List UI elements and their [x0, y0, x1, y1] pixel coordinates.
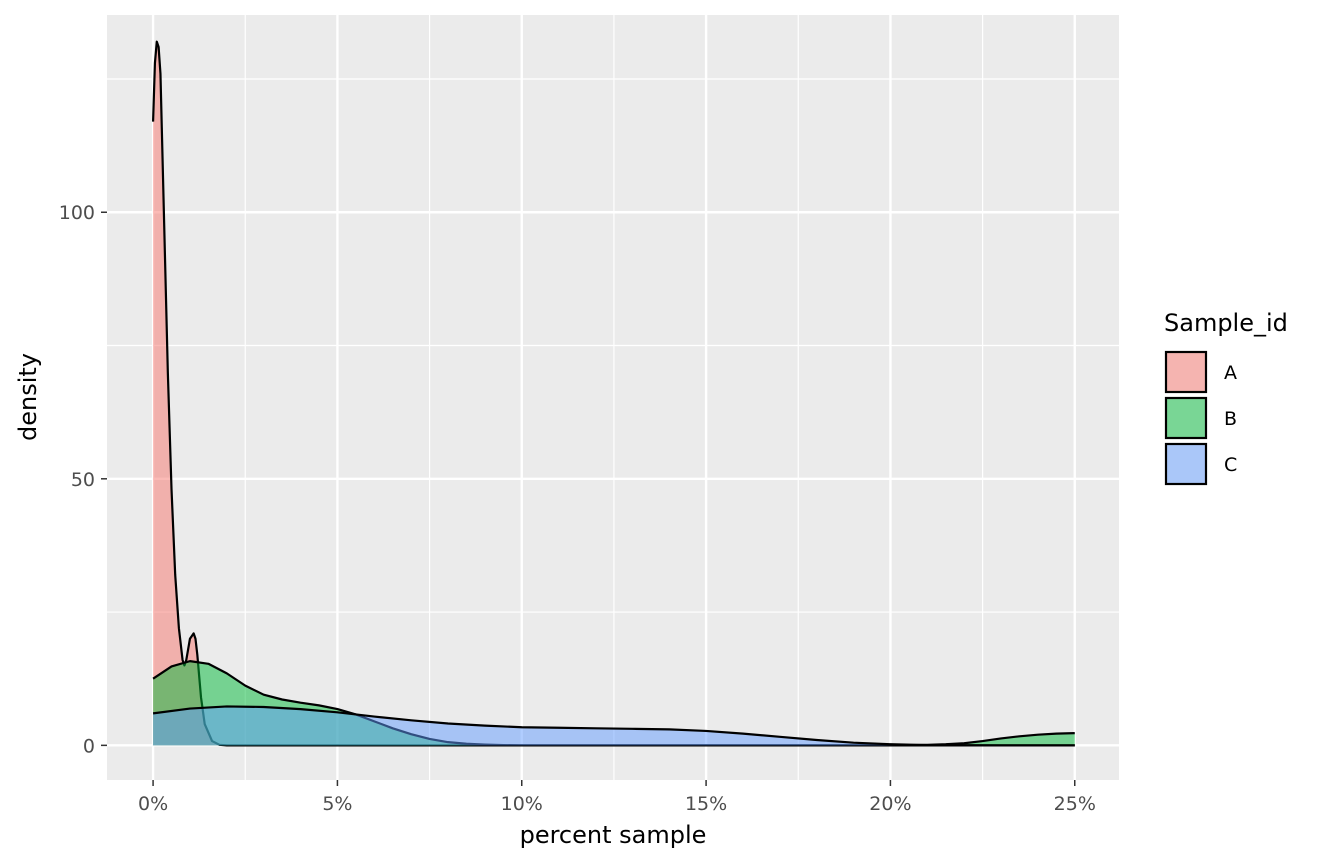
- density-series: [151, 40, 1075, 747]
- density-line-C: [152, 705, 1075, 747]
- x-axis-title: percent sample: [520, 821, 707, 849]
- legend-label-C: C: [1224, 454, 1237, 476]
- x-tick-label: 10%: [501, 793, 543, 815]
- y-tick-label: 50: [71, 469, 95, 491]
- legend-label-A: A: [1224, 362, 1237, 384]
- x-axis: 0% 5% 10% 15% 20% 25%: [138, 780, 1096, 815]
- legend-title: Sample_id: [1164, 309, 1288, 337]
- y-tick-label: 0: [83, 735, 95, 757]
- y-tick-label: 100: [59, 202, 95, 224]
- panel-background: [107, 15, 1119, 780]
- x-tick-label: 20%: [869, 793, 911, 815]
- legend-swatch-C: [1164, 442, 1208, 486]
- legend-label-B: B: [1224, 408, 1237, 430]
- x-tick-label: 0%: [138, 793, 168, 815]
- legend-swatch-B: [1164, 396, 1208, 440]
- density-area-C: [153, 706, 1075, 746]
- minor-gridlines: [107, 15, 1119, 780]
- x-tick-label: 25%: [1054, 793, 1096, 815]
- y-axis: 0 50 100: [59, 202, 107, 757]
- legend-swatch-A: [1164, 350, 1208, 394]
- legend-items: A B C: [1164, 350, 1237, 486]
- x-tick-label: 5%: [322, 793, 352, 815]
- legend: Sample_id A B C: [1164, 309, 1288, 486]
- x-tick-label: 15%: [685, 793, 727, 815]
- y-axis-title: density: [14, 353, 42, 441]
